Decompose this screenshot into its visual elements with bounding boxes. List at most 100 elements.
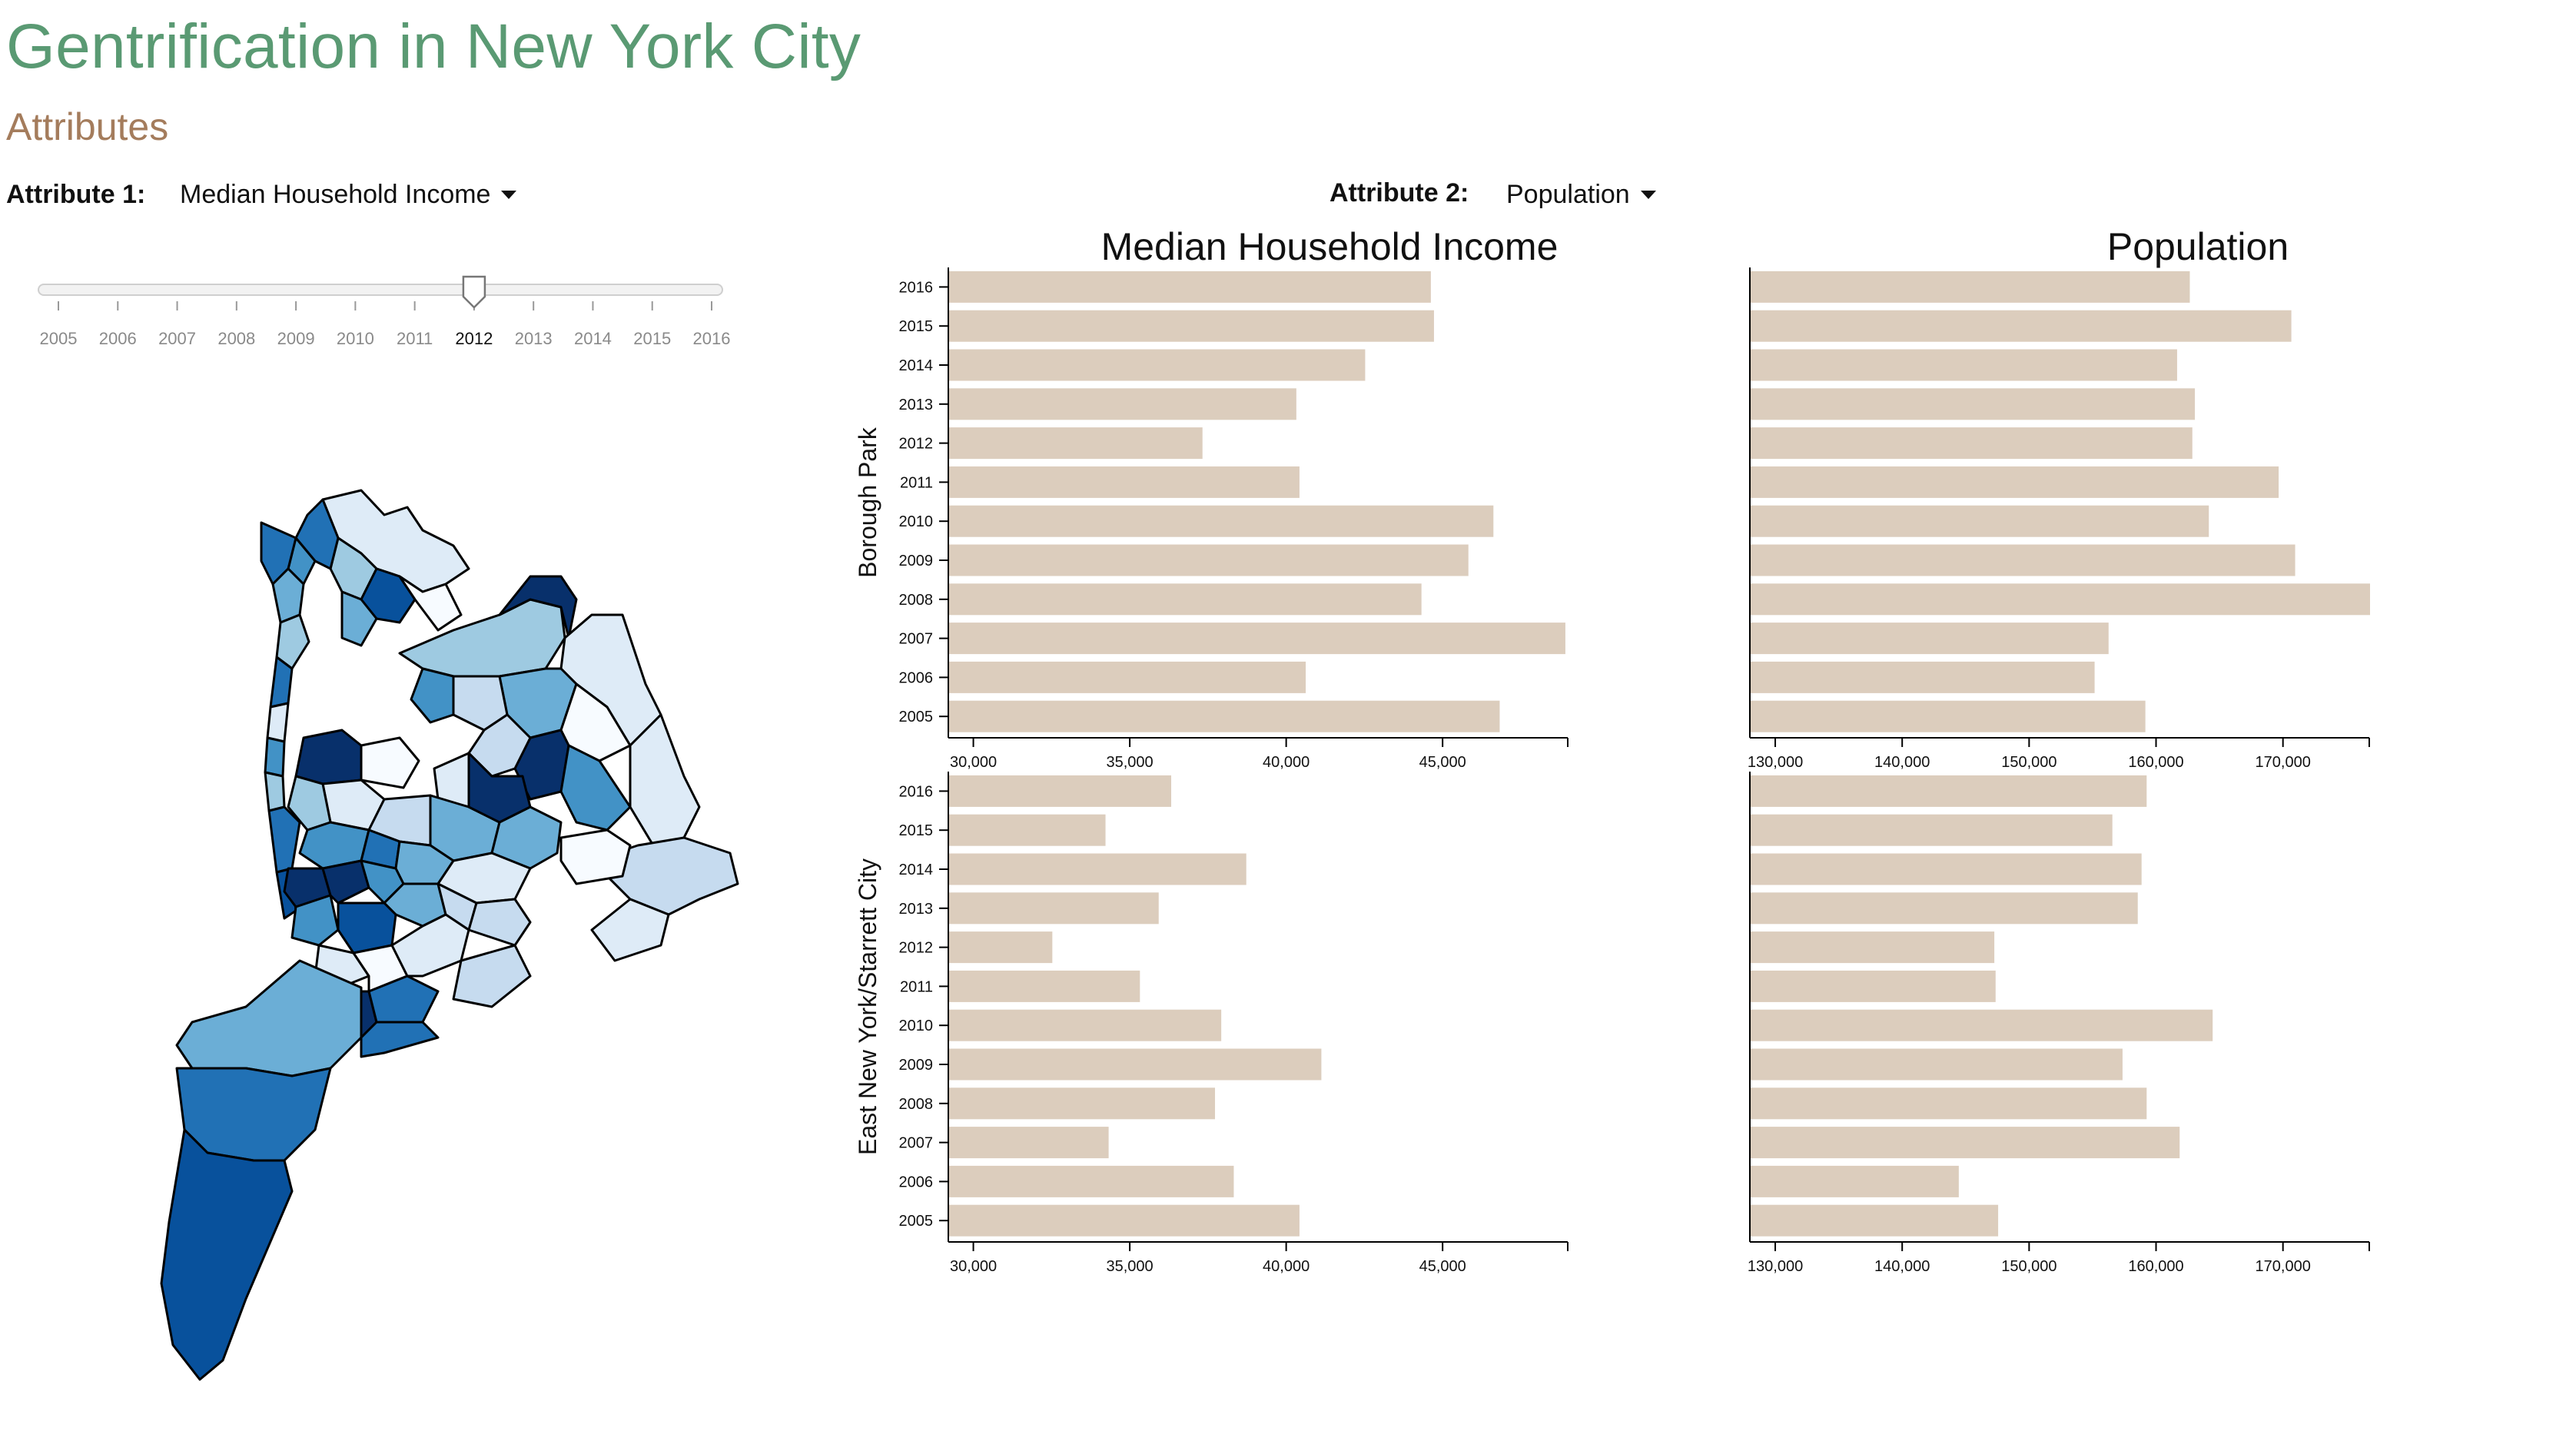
map-region[interactable] bbox=[410, 667, 455, 724]
slider-year-label[interactable]: 2010 bbox=[337, 329, 374, 348]
bar bbox=[1751, 814, 2113, 846]
y-axis: 2016 2015 2014 2013 2012 2011 2010 2009 2008 2007… bbox=[899, 772, 949, 1242]
map-region[interactable] bbox=[398, 575, 463, 632]
bar bbox=[1751, 544, 2295, 576]
y-tick-label: 2016 bbox=[899, 783, 934, 800]
bar bbox=[1751, 388, 2196, 420]
slider-handle[interactable] bbox=[462, 275, 486, 309]
slider-year-label[interactable]: 2008 bbox=[217, 329, 255, 348]
attribute1-value: Median Household Income bbox=[180, 180, 491, 209]
bar-chart: 130,000 140,000 150,000 160,000 170,000 bbox=[1748, 772, 2370, 1275]
y-tick-label: 2016 bbox=[899, 279, 934, 296]
page-title: Gentrification in New York City bbox=[6, 12, 861, 81]
y-tick-label: 2007 bbox=[899, 1135, 934, 1152]
x-axis: 30,000 35,000 40,000 45,000 bbox=[948, 1241, 1569, 1275]
map-region[interactable] bbox=[367, 974, 440, 1024]
x-tick-label: 35,000 bbox=[1107, 1258, 1154, 1275]
bar bbox=[1751, 661, 2095, 693]
bar bbox=[949, 1165, 1234, 1197]
map-region[interactable] bbox=[360, 1021, 440, 1058]
bar-chart: 2016 2015 2014 2013 2012 2011 2010 2009 2008 2007… bbox=[854, 267, 1569, 771]
bar bbox=[949, 931, 1053, 964]
attribute2-dropdown[interactable]: Population bbox=[1506, 180, 1656, 210]
x-tick-label: 45,000 bbox=[1419, 1258, 1466, 1275]
attribute1-dropdown[interactable]: Median Household Income bbox=[180, 180, 517, 210]
y-tick-label: 2009 bbox=[899, 1057, 934, 1074]
x-tick-label: 35,000 bbox=[1107, 754, 1154, 771]
nyc-choropleth-map[interactable] bbox=[131, 484, 745, 1383]
chart-title-income: Median Household Income bbox=[1100, 225, 1559, 268]
bar bbox=[949, 544, 1469, 576]
x-tick-label: 130,000 bbox=[1748, 754, 1803, 771]
bar bbox=[1751, 1165, 1959, 1197]
y-tick-label: 2005 bbox=[899, 709, 934, 725]
slider-year-label[interactable]: 2006 bbox=[99, 329, 137, 348]
y-tick-label: 2015 bbox=[899, 318, 934, 335]
bar-chart: 130,000 140,000 150,000 160,000 170,000 bbox=[1748, 267, 2370, 771]
y-tick-label: 2007 bbox=[899, 631, 934, 648]
map-region[interactable] bbox=[498, 575, 578, 639]
bar bbox=[1751, 1009, 2213, 1041]
bar bbox=[949, 505, 1494, 537]
y-tick-label: 2011 bbox=[900, 978, 933, 995]
bar bbox=[949, 1009, 1222, 1041]
y-tick-label: 2011 bbox=[900, 474, 933, 491]
bar bbox=[1751, 466, 2279, 498]
slider-year-label[interactable]: 2015 bbox=[633, 329, 671, 348]
bar bbox=[949, 583, 1422, 616]
map-region[interactable] bbox=[290, 894, 340, 947]
x-axis: 130,000 140,000 150,000 160,000 170,000 bbox=[1748, 1241, 2370, 1275]
map-region[interactable] bbox=[275, 613, 310, 670]
x-axis: 130,000 140,000 150,000 160,000 170,000 bbox=[1748, 737, 2370, 771]
chart-title-population: Population bbox=[2106, 225, 2289, 268]
slider-year-label[interactable]: 2007 bbox=[158, 329, 196, 348]
y-tick-label: 2012 bbox=[899, 940, 934, 957]
y-tick-label: 2010 bbox=[899, 1018, 934, 1034]
bar bbox=[949, 1204, 1300, 1237]
x-tick-label: 40,000 bbox=[1263, 1258, 1310, 1275]
bar bbox=[1751, 505, 2209, 537]
bar-chart: 2016 2015 2014 2013 2012 2011 2010 2009 2008 2007… bbox=[854, 772, 1569, 1275]
y-tick-label: 2006 bbox=[899, 1174, 934, 1190]
map-region[interactable] bbox=[267, 805, 301, 874]
bar bbox=[949, 310, 1434, 342]
y-tick-label: 2006 bbox=[899, 669, 934, 686]
bar bbox=[1751, 1204, 1999, 1237]
bar bbox=[1751, 1127, 2180, 1159]
bar bbox=[1751, 583, 2370, 616]
bar bbox=[949, 388, 1296, 420]
y-tick-label: 2014 bbox=[899, 357, 934, 374]
slider-year-label[interactable]: 2014 bbox=[574, 329, 612, 348]
slider-year-label[interactable]: 2016 bbox=[693, 329, 731, 348]
slider-ticks: 2005 2006 2007 2008 2009 2010 2011 2012 2013 2014… bbox=[40, 301, 731, 348]
map-region[interactable] bbox=[629, 713, 701, 847]
bar bbox=[949, 349, 1366, 381]
map-region[interactable] bbox=[340, 590, 378, 647]
y-tick-label: 2008 bbox=[899, 1096, 934, 1113]
map-region[interactable] bbox=[321, 859, 370, 905]
map-region[interactable] bbox=[590, 898, 670, 962]
map-region[interactable] bbox=[559, 828, 632, 885]
bar bbox=[949, 892, 1159, 925]
slider-year-label[interactable]: 2011 bbox=[397, 329, 433, 348]
map-region[interactable] bbox=[452, 944, 532, 1008]
year-slider[interactable]: 2005 2006 2007 2008 2009 2010 2011 2012 2013 2014… bbox=[31, 271, 738, 355]
bar bbox=[1751, 1087, 2147, 1120]
x-tick-label: 170,000 bbox=[2256, 754, 2311, 771]
slider-year-label[interactable]: 2009 bbox=[277, 329, 315, 348]
map-regions[interactable] bbox=[160, 489, 739, 1381]
map-region[interactable] bbox=[160, 1128, 294, 1381]
neighborhood-label: Borough Park bbox=[854, 427, 881, 578]
x-tick-label: 160,000 bbox=[2128, 754, 2183, 771]
slider-year-label[interactable]: 2005 bbox=[40, 329, 78, 348]
slider-track[interactable] bbox=[38, 284, 723, 296]
x-tick-label: 30,000 bbox=[950, 754, 997, 771]
slider-year-label[interactable]: 2013 bbox=[515, 329, 553, 348]
map-region[interactable] bbox=[271, 567, 305, 624]
map-region[interactable] bbox=[467, 898, 532, 947]
slider-year-label[interactable]: 2012 bbox=[455, 329, 493, 348]
bar bbox=[1751, 427, 2193, 460]
bar bbox=[1751, 892, 2138, 925]
bar bbox=[949, 970, 1140, 1002]
map-region[interactable] bbox=[360, 736, 420, 789]
